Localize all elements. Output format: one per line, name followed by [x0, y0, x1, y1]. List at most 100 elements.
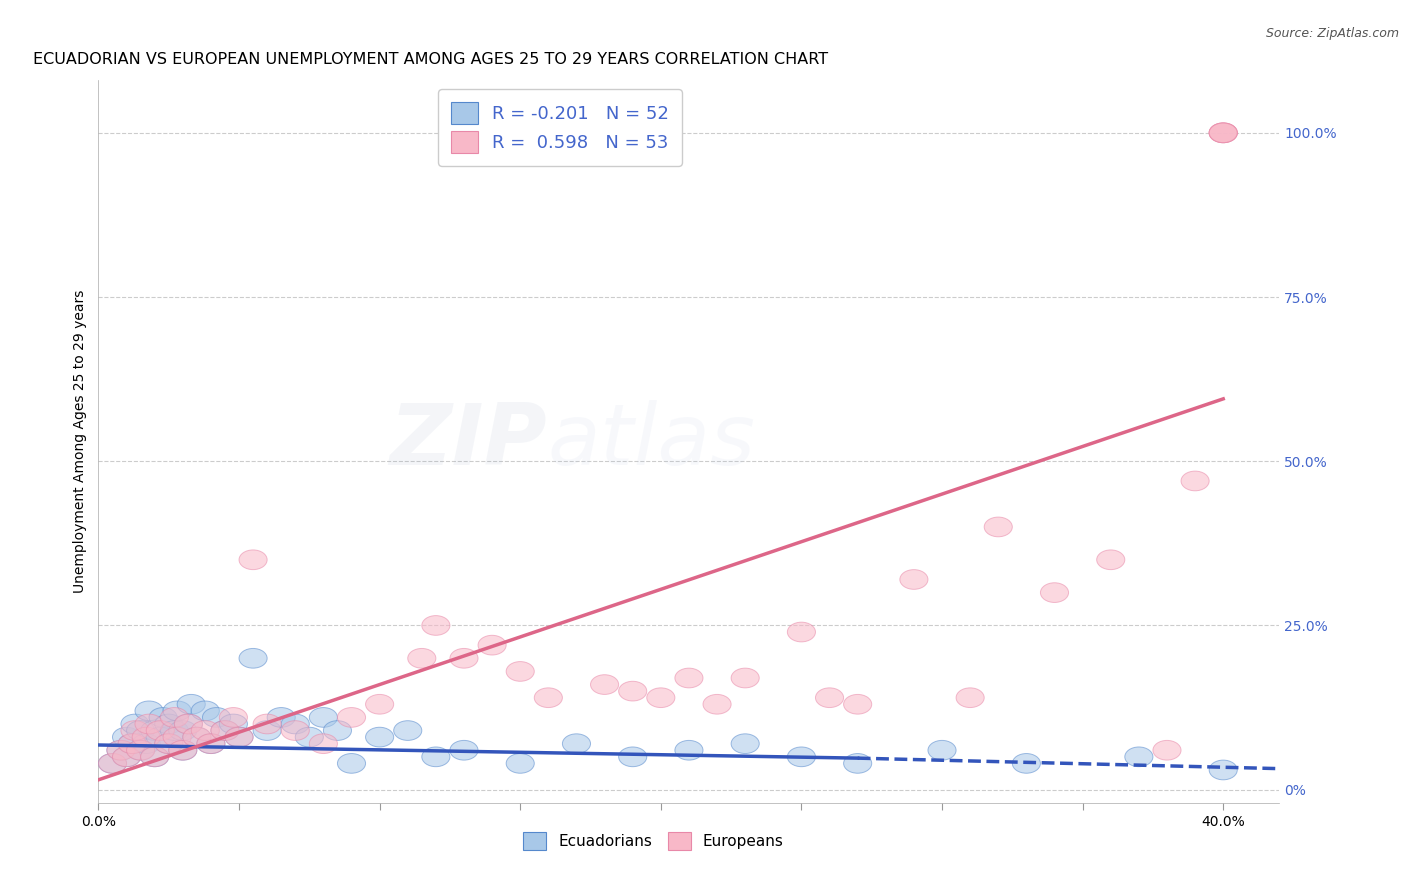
Ellipse shape	[149, 707, 177, 727]
Ellipse shape	[169, 721, 197, 740]
Ellipse shape	[450, 740, 478, 760]
Ellipse shape	[160, 707, 188, 727]
Ellipse shape	[787, 747, 815, 767]
Ellipse shape	[619, 747, 647, 767]
Ellipse shape	[309, 707, 337, 727]
Ellipse shape	[295, 727, 323, 747]
Ellipse shape	[135, 701, 163, 721]
Ellipse shape	[160, 721, 188, 740]
Ellipse shape	[118, 734, 146, 754]
Ellipse shape	[197, 734, 225, 754]
Ellipse shape	[141, 721, 169, 740]
Ellipse shape	[1209, 123, 1237, 143]
Y-axis label: Unemployment Among Ages 25 to 29 years: Unemployment Among Ages 25 to 29 years	[73, 290, 87, 593]
Ellipse shape	[309, 734, 337, 754]
Ellipse shape	[98, 754, 127, 773]
Ellipse shape	[450, 648, 478, 668]
Ellipse shape	[422, 615, 450, 635]
Ellipse shape	[928, 740, 956, 760]
Ellipse shape	[675, 740, 703, 760]
Ellipse shape	[1125, 747, 1153, 767]
Ellipse shape	[211, 721, 239, 740]
Ellipse shape	[1097, 549, 1125, 570]
Ellipse shape	[127, 721, 155, 740]
Ellipse shape	[366, 694, 394, 714]
Ellipse shape	[169, 740, 197, 760]
Ellipse shape	[591, 674, 619, 694]
Ellipse shape	[107, 740, 135, 760]
Ellipse shape	[132, 727, 160, 747]
Ellipse shape	[1012, 754, 1040, 773]
Text: ZIP: ZIP	[389, 400, 547, 483]
Ellipse shape	[219, 714, 247, 734]
Ellipse shape	[127, 740, 155, 760]
Ellipse shape	[1209, 123, 1237, 143]
Ellipse shape	[107, 740, 135, 760]
Ellipse shape	[225, 727, 253, 747]
Ellipse shape	[337, 754, 366, 773]
Ellipse shape	[141, 747, 169, 767]
Ellipse shape	[121, 721, 149, 740]
Ellipse shape	[127, 740, 155, 760]
Ellipse shape	[534, 688, 562, 707]
Ellipse shape	[562, 734, 591, 754]
Ellipse shape	[155, 734, 183, 754]
Ellipse shape	[281, 714, 309, 734]
Ellipse shape	[1209, 123, 1237, 143]
Text: ECUADORIAN VS EUROPEAN UNEMPLOYMENT AMONG AGES 25 TO 29 YEARS CORRELATION CHART: ECUADORIAN VS EUROPEAN UNEMPLOYMENT AMON…	[34, 52, 828, 67]
Ellipse shape	[323, 721, 352, 740]
Ellipse shape	[183, 727, 211, 747]
Ellipse shape	[112, 727, 141, 747]
Ellipse shape	[844, 694, 872, 714]
Ellipse shape	[506, 662, 534, 681]
Ellipse shape	[163, 701, 191, 721]
Ellipse shape	[146, 721, 174, 740]
Ellipse shape	[366, 727, 394, 747]
Ellipse shape	[155, 714, 183, 734]
Ellipse shape	[1209, 123, 1237, 143]
Ellipse shape	[815, 688, 844, 707]
Ellipse shape	[197, 734, 225, 754]
Ellipse shape	[731, 734, 759, 754]
Ellipse shape	[619, 681, 647, 701]
Ellipse shape	[1181, 471, 1209, 491]
Ellipse shape	[984, 517, 1012, 537]
Ellipse shape	[174, 714, 202, 734]
Ellipse shape	[177, 694, 205, 714]
Ellipse shape	[506, 754, 534, 773]
Ellipse shape	[183, 727, 211, 747]
Ellipse shape	[844, 754, 872, 773]
Ellipse shape	[112, 747, 141, 767]
Legend: Ecuadorians, Europeans: Ecuadorians, Europeans	[517, 826, 790, 856]
Ellipse shape	[239, 549, 267, 570]
Ellipse shape	[239, 648, 267, 668]
Ellipse shape	[132, 734, 160, 754]
Ellipse shape	[191, 721, 219, 740]
Ellipse shape	[281, 721, 309, 740]
Ellipse shape	[135, 714, 163, 734]
Ellipse shape	[337, 707, 366, 727]
Ellipse shape	[112, 747, 141, 767]
Ellipse shape	[478, 635, 506, 655]
Ellipse shape	[408, 648, 436, 668]
Ellipse shape	[675, 668, 703, 688]
Ellipse shape	[394, 721, 422, 740]
Ellipse shape	[146, 727, 174, 747]
Ellipse shape	[647, 688, 675, 707]
Ellipse shape	[253, 714, 281, 734]
Ellipse shape	[422, 747, 450, 767]
Ellipse shape	[174, 714, 202, 734]
Ellipse shape	[253, 721, 281, 740]
Ellipse shape	[1040, 582, 1069, 602]
Ellipse shape	[703, 694, 731, 714]
Ellipse shape	[211, 721, 239, 740]
Ellipse shape	[1209, 760, 1237, 780]
Ellipse shape	[121, 714, 149, 734]
Ellipse shape	[169, 740, 197, 760]
Text: atlas: atlas	[547, 400, 755, 483]
Ellipse shape	[155, 734, 183, 754]
Ellipse shape	[900, 570, 928, 590]
Ellipse shape	[118, 734, 146, 754]
Ellipse shape	[267, 707, 295, 727]
Ellipse shape	[225, 727, 253, 747]
